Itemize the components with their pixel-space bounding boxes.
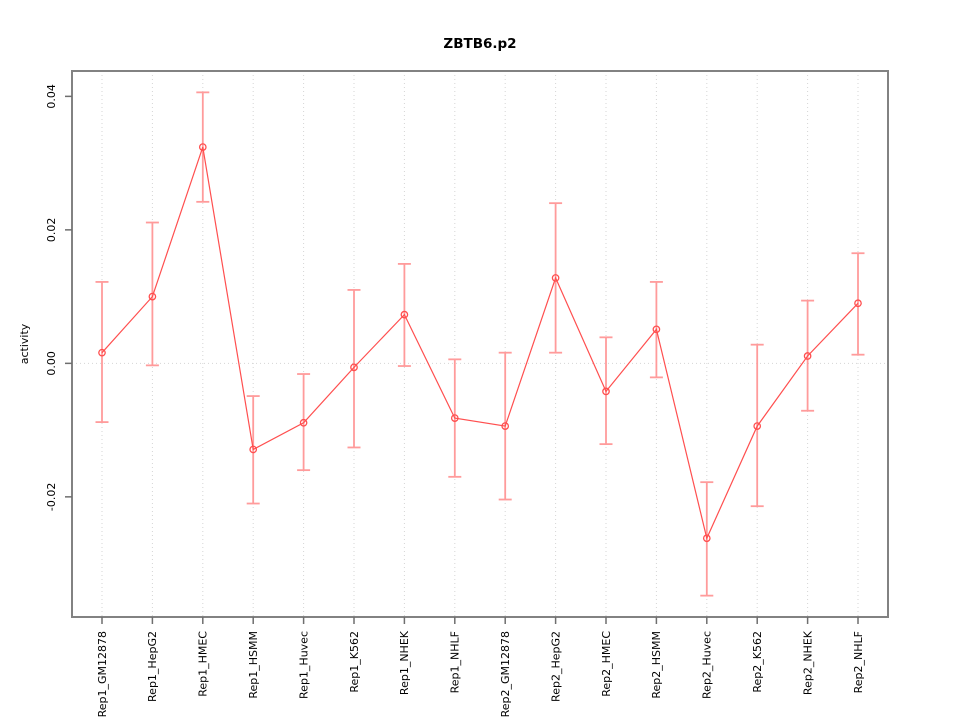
x-category-label: Rep2_GM12878	[499, 631, 512, 717]
x-category-label: Rep1_Huvec	[297, 631, 310, 699]
plot-area: -0.02 0.00 0.02 0.04 Rep1_GM12878 Rep1_HepG2 R…	[45, 70, 889, 717]
x-category-label: Rep1_HepG2	[146, 631, 159, 702]
data-point	[803, 352, 812, 360]
data-point	[652, 325, 661, 334]
data-point	[501, 422, 510, 430]
x-category-label: Rep2_NHEK	[801, 630, 814, 695]
y-tick-label: 0.02	[45, 218, 58, 243]
data-point	[702, 534, 711, 543]
y-tick-label: 0.00	[45, 351, 58, 376]
series-line	[101, 146, 859, 541]
y-axis-label: activity	[18, 323, 31, 364]
data-point	[148, 292, 157, 301]
data-point	[602, 387, 610, 396]
x-category-label: Rep2_HepG2	[549, 631, 562, 702]
data-point	[350, 363, 358, 372]
x-category-label: Rep1_HSMM	[247, 631, 260, 699]
data-point	[249, 445, 258, 454]
data-point	[98, 348, 106, 357]
x-category-label: Rep2_NHLF	[852, 631, 865, 693]
x-category-label: Rep2_HMEC	[600, 631, 613, 697]
data-point	[198, 143, 207, 151]
y-tick-label: -0.02	[45, 483, 58, 511]
x-category-label: Rep1_NHEK	[398, 630, 411, 695]
x-category-label: Rep2_Huvec	[701, 631, 714, 699]
x-category-label: Rep1_K562	[348, 631, 361, 693]
data-point	[854, 299, 862, 308]
x-category-label: Rep1_HMEC	[197, 631, 210, 697]
data-point	[400, 310, 409, 319]
data-point	[450, 414, 459, 422]
x-category-label: Rep2_HSMM	[650, 631, 663, 699]
x-category-label: Rep1_NHLF	[449, 631, 462, 693]
chart-title: ZBTB6.p2	[443, 36, 516, 52]
x-category-label: Rep1_GM12878	[96, 631, 109, 717]
data-point	[753, 422, 762, 430]
data-point	[299, 418, 308, 427]
x-category-label: Rep2_K562	[751, 631, 764, 693]
data-point	[551, 274, 560, 282]
y-tick-label: 0.04	[45, 84, 58, 109]
plot-border	[71, 70, 889, 618]
